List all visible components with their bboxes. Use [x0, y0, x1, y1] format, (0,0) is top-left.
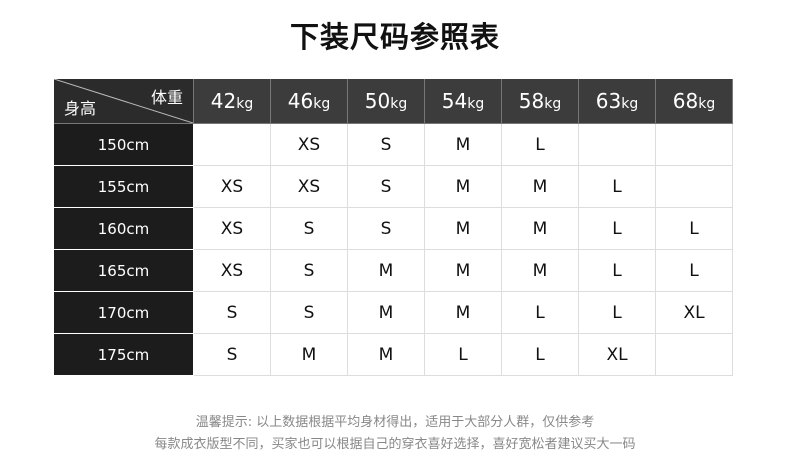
- weight-header: 42kg: [193, 79, 271, 124]
- size-cell: S: [270, 291, 348, 334]
- size-cell: M: [424, 291, 502, 334]
- weight-header: 54kg: [424, 79, 502, 124]
- size-cell: [655, 123, 733, 166]
- height-label: 身高: [64, 99, 97, 118]
- size-cell: XL: [655, 291, 733, 334]
- weight-value: 58: [518, 89, 545, 113]
- size-cell: M: [424, 165, 502, 208]
- size-cell: M: [424, 249, 502, 292]
- size-cell: S: [193, 291, 271, 334]
- weight-value: 46: [287, 89, 314, 113]
- size-cell: XL: [578, 333, 656, 376]
- weight-value: 68: [672, 89, 699, 113]
- weight-value: 50: [364, 89, 391, 113]
- page-title: 下装尺码参照表: [289, 20, 500, 54]
- weight-header: 46kg: [270, 79, 348, 124]
- size-cell: XS: [270, 165, 348, 208]
- table-row: 150cm XS S M L: [54, 123, 733, 166]
- weight-header: 63kg: [578, 79, 656, 124]
- weight-header: 58kg: [501, 79, 579, 124]
- size-cell: L: [655, 249, 733, 292]
- note-line-1: 温馨提示: 以上数据根据平均身材得出，适用于大部分人群，仅供参考: [195, 415, 595, 430]
- size-cell: L: [578, 291, 656, 334]
- weight-value: 63: [595, 89, 622, 113]
- size-cell: [578, 123, 656, 166]
- table-row: 160cm XS S S M M L L: [54, 207, 733, 250]
- height-header: 175cm: [54, 333, 194, 376]
- size-cell: S: [347, 123, 425, 166]
- corner-header: 体重 身高: [54, 79, 194, 124]
- height-header: 165cm: [54, 249, 194, 292]
- size-cell: L: [501, 333, 579, 376]
- weight-unit: kg: [313, 96, 331, 112]
- size-cell: L: [424, 333, 502, 376]
- height-header: 155cm: [54, 165, 194, 208]
- size-cell: [655, 333, 733, 376]
- size-cell: L: [501, 123, 579, 166]
- size-cell: S: [347, 207, 425, 250]
- size-cell: M: [501, 165, 579, 208]
- size-cell: M: [424, 207, 502, 250]
- table-row: 155cm XS XS S M M L: [54, 165, 733, 208]
- size-cell: [193, 123, 271, 166]
- weight-label: 体重: [150, 88, 183, 107]
- weight-unit: kg: [698, 96, 716, 112]
- size-cell: M: [347, 333, 425, 376]
- size-cell: M: [347, 249, 425, 292]
- size-cell: M: [501, 249, 579, 292]
- weight-unit: kg: [544, 96, 562, 112]
- size-cell: XS: [270, 123, 348, 166]
- size-cell: S: [270, 207, 348, 250]
- size-cell: S: [193, 333, 271, 376]
- height-header: 170cm: [54, 291, 194, 334]
- size-cell: M: [424, 123, 502, 166]
- weight-value: 42: [210, 89, 237, 113]
- note-line-2: 每款成衣版型不同，买家也可以根据自己的穿衣喜好选择，喜好宽松者建议买大一码: [154, 437, 636, 452]
- height-header: 160cm: [54, 207, 194, 250]
- size-cell: S: [347, 165, 425, 208]
- size-cell: M: [270, 333, 348, 376]
- table-row: 165cm XS S M M M L L: [54, 249, 733, 292]
- height-header: 150cm: [54, 123, 194, 166]
- size-cell: L: [578, 207, 656, 250]
- weight-header: 50kg: [347, 79, 425, 124]
- table-row: 170cm S S M M L L XL: [54, 291, 733, 334]
- size-cell: L: [655, 207, 733, 250]
- size-cell: XS: [193, 165, 271, 208]
- weight-header: 68kg: [655, 79, 733, 124]
- size-cell: L: [578, 249, 656, 292]
- weight-unit: kg: [390, 96, 408, 112]
- weight-unit: kg: [467, 96, 485, 112]
- size-cell: L: [578, 165, 656, 208]
- weight-value: 54: [441, 89, 468, 113]
- size-cell: M: [501, 207, 579, 250]
- table-row: 175cm S M M L L XL: [54, 333, 733, 376]
- size-cell: S: [270, 249, 348, 292]
- weight-unit: kg: [236, 96, 254, 112]
- size-chart-table: 体重 身高 42kg 46kg 50kg 54kg 58kg 63kg 68kg 150cm…: [54, 79, 733, 376]
- size-cell: XS: [193, 207, 271, 250]
- size-cell: M: [347, 291, 425, 334]
- size-cell: [655, 165, 733, 208]
- size-cell: L: [501, 291, 579, 334]
- weight-unit: kg: [621, 96, 639, 112]
- size-cell: XS: [193, 249, 271, 292]
- diagonal-divider: [54, 79, 193, 123]
